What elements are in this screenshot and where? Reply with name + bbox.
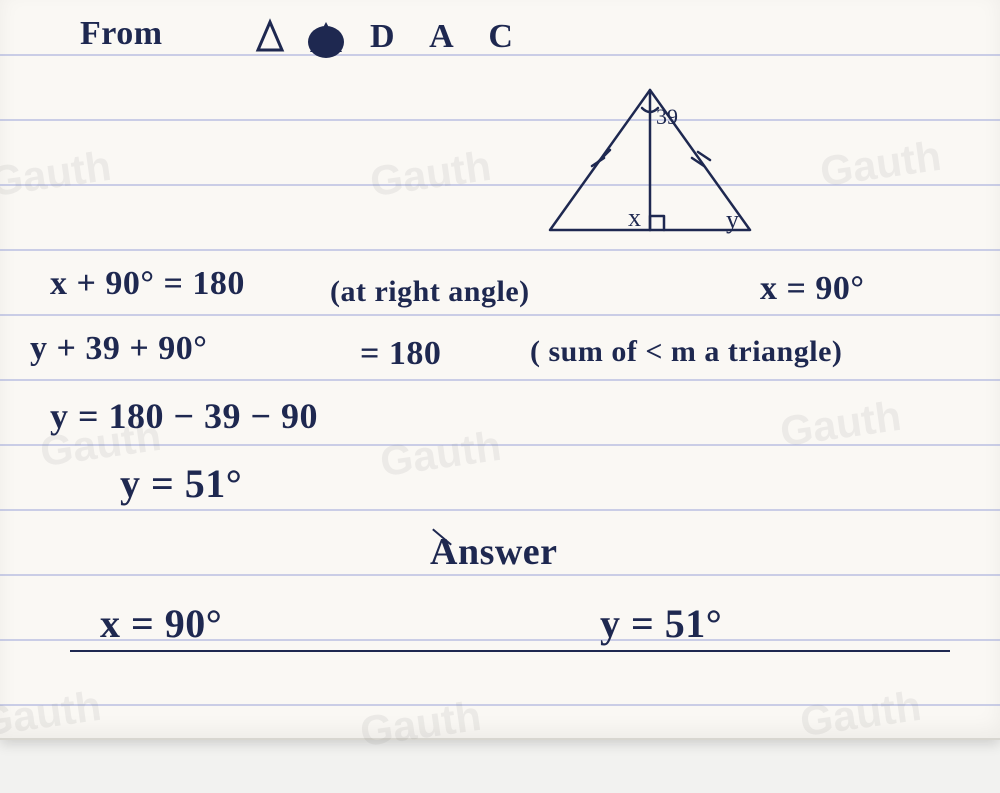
text-triangle-label: D A C [370, 18, 527, 56]
triangle-y-label: y [726, 205, 739, 234]
eq4: y = 51° [120, 460, 242, 507]
triangle-diagram: 39 x y [530, 80, 770, 250]
triangle-x-label: x [628, 203, 641, 232]
triangle-angle-label: 39 [656, 104, 678, 129]
ans-x: x = 90° [100, 600, 222, 647]
text-from: From [80, 15, 163, 53]
eq1-note: (at right angle) [330, 275, 530, 309]
eq2: y + 39 + 90° [30, 330, 207, 368]
ans-y: y = 51° [600, 600, 722, 647]
eq1: x + 90° = 180 [50, 265, 245, 303]
eq3: y = 180 − 39 − 90 [50, 395, 318, 437]
answer-underline [70, 650, 950, 652]
eq1-res: x = 90° [760, 270, 864, 308]
notebook-paper: Gauth Gauth Gauth Gauth Gauth Gauth Gaut… [0, 0, 1000, 740]
eq2b: = 180 [360, 335, 441, 373]
eq2-note: ( sum of < m a triangle) [530, 335, 842, 369]
answer-heading: Answer [430, 530, 558, 574]
